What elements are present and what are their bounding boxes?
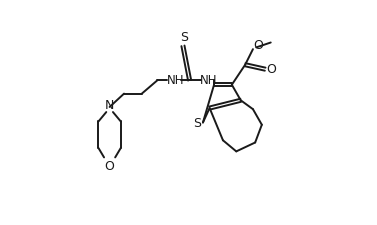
Text: N: N — [105, 99, 114, 112]
Text: O: O — [267, 63, 276, 76]
Text: S: S — [193, 117, 201, 130]
Text: O: O — [253, 39, 263, 52]
Text: NH: NH — [166, 74, 184, 87]
Text: NH: NH — [200, 74, 217, 87]
Text: S: S — [180, 31, 188, 44]
Text: O: O — [105, 160, 115, 173]
